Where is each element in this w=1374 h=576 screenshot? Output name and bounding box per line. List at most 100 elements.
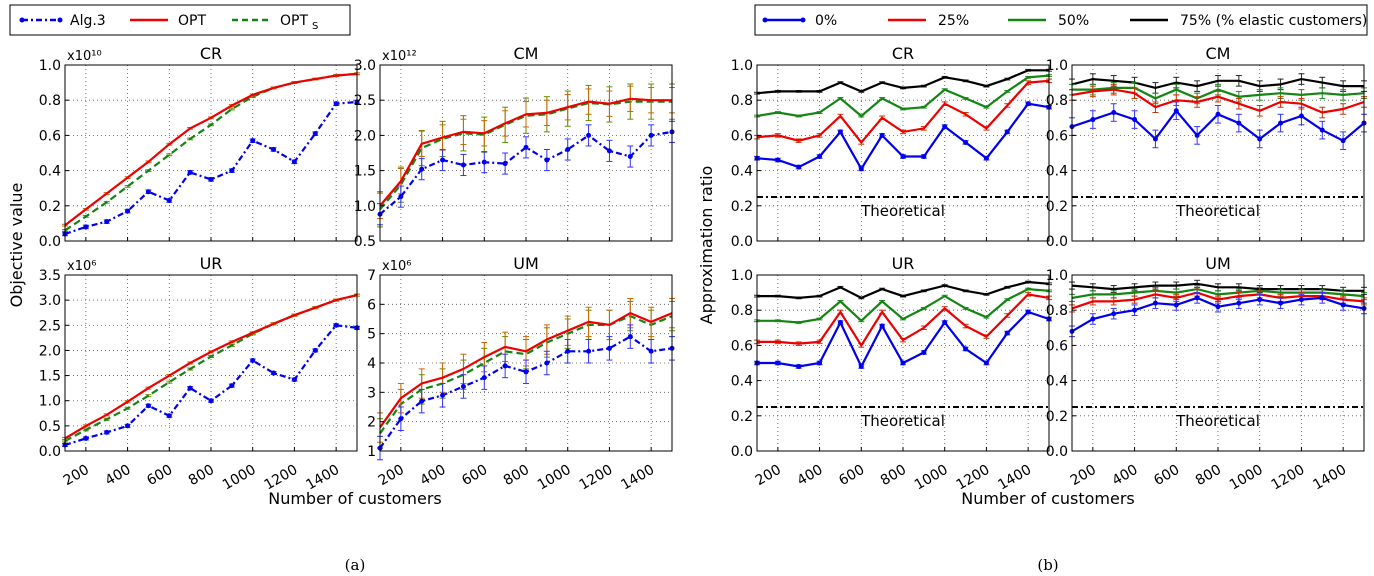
series-3 xyxy=(754,68,1052,95)
x-tick-label: 400 xyxy=(102,462,133,489)
series-line xyxy=(1071,282,1364,292)
x-tick-label: 800 xyxy=(186,462,217,489)
data-point xyxy=(1025,101,1031,107)
x-tick-label: 800 xyxy=(501,462,532,489)
data-point xyxy=(104,219,110,225)
data-point xyxy=(1111,110,1117,116)
y-tick-label: 0.6 xyxy=(731,338,753,354)
data-point xyxy=(398,416,404,422)
data-point xyxy=(460,162,466,168)
y-tick-label: 0.0 xyxy=(731,234,753,250)
ylabel-a: Objective value xyxy=(7,183,26,308)
data-point xyxy=(1340,302,1346,308)
legend-a-entry: OPT S xyxy=(232,13,318,32)
y-tick-label: 1 xyxy=(367,444,376,460)
data-point xyxy=(837,320,843,326)
panel-title: UR xyxy=(892,254,915,273)
data-point xyxy=(1236,300,1242,306)
scale-label: x10⁶ xyxy=(382,259,411,274)
x-tick-label: 1000 xyxy=(535,462,574,494)
data-point xyxy=(83,435,89,441)
legend-b-marker xyxy=(800,17,806,23)
theoretical-label: Theoretical xyxy=(860,202,945,220)
y-tick-label: 0.8 xyxy=(39,93,61,109)
data-point xyxy=(900,360,906,366)
data-point xyxy=(523,369,529,375)
y-tick-label: 4 xyxy=(367,356,376,372)
y-tick-label: 2.5 xyxy=(354,93,376,109)
data-point xyxy=(104,429,110,435)
x-tick-label: 600 xyxy=(1151,462,1182,489)
y-tick-label: 3.0 xyxy=(39,293,61,309)
data-point xyxy=(1319,295,1325,301)
data-point xyxy=(817,360,823,366)
series-line xyxy=(379,311,673,429)
x-tick-label: 400 xyxy=(794,462,825,489)
data-point xyxy=(942,124,948,130)
data-point xyxy=(1025,309,1031,315)
panel-title: CM xyxy=(1206,44,1231,63)
x-tick-label: 600 xyxy=(836,462,867,489)
series-1 xyxy=(62,72,360,227)
panel-title: CR xyxy=(892,44,914,63)
y-tick-label: 0.2 xyxy=(1046,409,1068,425)
y-tick-label: 0.8 xyxy=(731,93,753,109)
data-point xyxy=(460,383,466,389)
panel-title: UM xyxy=(513,254,539,273)
series-0 xyxy=(754,309,1052,370)
panel-title: UR xyxy=(200,254,223,273)
theoretical-label: Theoretical xyxy=(1175,202,1260,220)
data-point xyxy=(648,132,654,138)
x-tick-label: 1200 xyxy=(1269,462,1308,494)
legend-b-entry: 75% (% elastic customers) xyxy=(1130,13,1367,29)
y-tick-label: 0.0 xyxy=(731,444,753,460)
y-tick-label: 0.8 xyxy=(1046,93,1068,109)
panel-b-CM: Theoretical 0.0 0.2 0.4 0.6 0.8 1.0 CM xyxy=(1046,44,1367,250)
legend-b-label: 25% xyxy=(938,13,969,29)
y-tick-label: 1.0 xyxy=(39,58,61,74)
data-point xyxy=(606,148,612,154)
legend-a-marker xyxy=(19,17,25,23)
data-point xyxy=(187,385,193,391)
data-point xyxy=(481,159,487,165)
series-line xyxy=(757,293,1050,348)
data-point xyxy=(565,348,571,354)
data-point xyxy=(817,154,823,160)
series-1 xyxy=(1069,288,1367,313)
data-point xyxy=(1090,316,1096,322)
data-point xyxy=(921,349,927,355)
data-point xyxy=(879,323,885,329)
data-point xyxy=(398,194,404,200)
y-tick-label: 0.4 xyxy=(1046,374,1068,390)
series-line xyxy=(379,335,673,449)
data-point xyxy=(333,101,339,107)
x-tick-label: 1200 xyxy=(577,462,616,494)
y-tick-label: 0.2 xyxy=(1046,199,1068,215)
data-point xyxy=(544,360,550,366)
x-tick-label: 200 xyxy=(376,462,407,489)
series-0 xyxy=(1069,101,1367,150)
ylabel-b: Approximation ratio xyxy=(697,166,716,325)
data-point xyxy=(963,139,969,145)
panel-title: CM xyxy=(514,44,539,63)
series-1 xyxy=(62,293,360,440)
data-point xyxy=(1111,311,1117,317)
y-tick-label: 0.6 xyxy=(39,128,61,144)
y-tick-label: 0.5 xyxy=(39,419,61,435)
panel-a-UR: 0.0 0.5 1.0 1.5 2.0 2.5 3.0 3.5 200 400 600 800 1000… xyxy=(39,254,360,493)
y-tick-label: 0.5 xyxy=(354,234,376,250)
data-point xyxy=(440,392,446,398)
xlabel-b: Number of customers xyxy=(961,489,1135,508)
data-point xyxy=(1132,307,1138,313)
data-point xyxy=(502,161,508,167)
data-point xyxy=(627,154,633,160)
series-line xyxy=(1071,77,1364,90)
x-tick-label: 1000 xyxy=(912,462,951,494)
data-point xyxy=(1298,297,1304,303)
y-tick-label: 0.6 xyxy=(731,128,753,144)
data-point xyxy=(942,320,948,326)
data-point xyxy=(586,132,592,138)
series-0 xyxy=(62,322,360,448)
data-point xyxy=(963,346,969,352)
